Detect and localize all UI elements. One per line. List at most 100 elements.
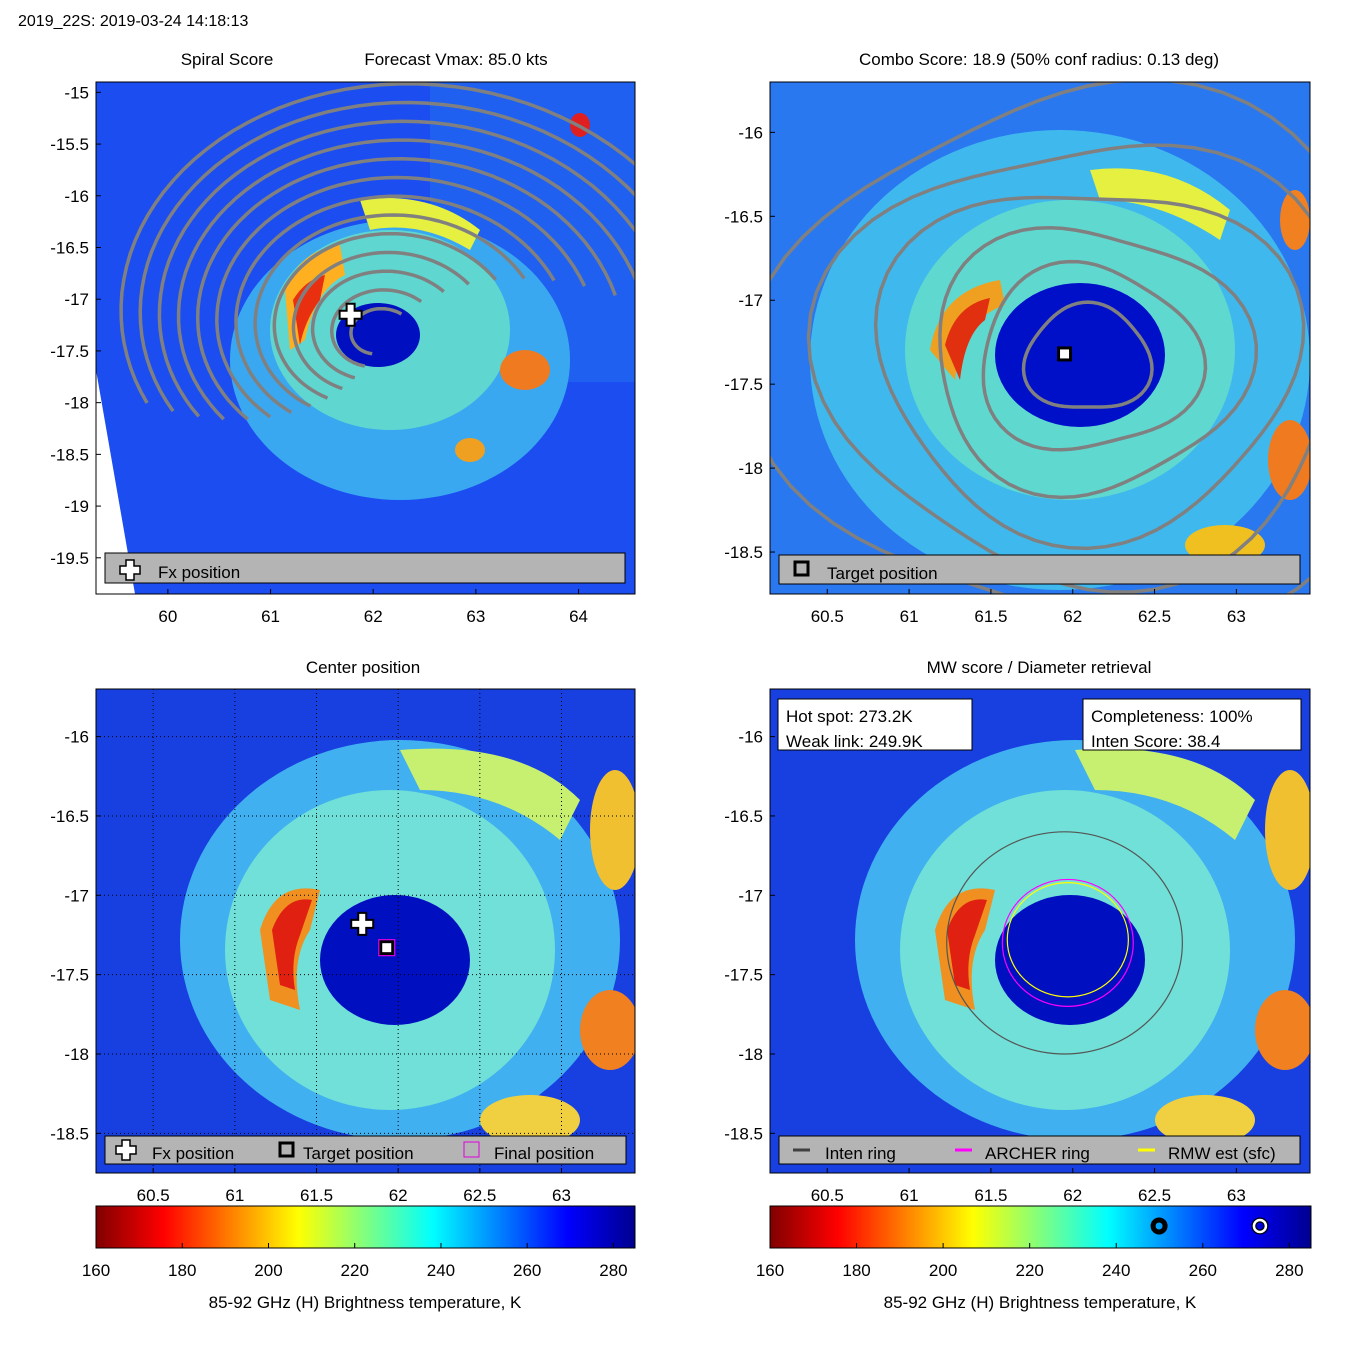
score-contours [770, 82, 1310, 594]
colorbar-tick-label: 220 [1015, 1261, 1043, 1280]
heatmap-eye [995, 895, 1145, 1025]
spiral-contour-line [138, 100, 635, 413]
x-axis: 60.5 61 61.5 62 62.5 63 [811, 1168, 1246, 1205]
y-tick-label: -17.5 [50, 342, 89, 361]
panel-combo-score: Combo Score: 18.9 (50% conf radius: 0.13… [724, 50, 1311, 626]
x-axis: 60.5 61 61.5 62 62.5 63 [137, 1168, 571, 1205]
colorbar-tick-label: 240 [427, 1261, 455, 1280]
legend-rmw-est: RMW est (sfc) [1168, 1144, 1276, 1163]
y-tick-label: -17.5 [50, 966, 89, 985]
heatmap-warm-patch [500, 350, 550, 390]
swath-edge [96, 370, 135, 594]
heatmap-warm-patch [455, 438, 485, 462]
y-tick-label: -16 [64, 728, 89, 747]
y-tick-label: -18.5 [50, 1124, 89, 1143]
legend-cross-icon [115, 1139, 137, 1161]
colorbar-tick-label: 220 [341, 1261, 369, 1280]
y-tick-label: -16.5 [50, 238, 89, 257]
colorbar-tick-label: 260 [513, 1261, 541, 1280]
spiral-contour-line [310, 269, 445, 380]
mw-score-title: MW score / Diameter retrieval [927, 658, 1152, 677]
x-tick-label: 62 [1063, 1186, 1082, 1205]
axes-frame [95, 81, 636, 595]
heatmap-warm-patch [1268, 420, 1310, 500]
completeness-text: Completeness: 100% [1091, 707, 1253, 726]
heatmap-yellow-arc [1090, 168, 1230, 240]
y-tick-label: -18.5 [724, 1124, 763, 1143]
spiral-contour-line [234, 194, 556, 414]
y-tick-label: -17 [64, 886, 89, 905]
y-tick-label: -16 [738, 728, 763, 747]
colorbar-tick-label: 200 [929, 1261, 957, 1280]
colorbar-tick-label: 240 [1102, 1261, 1130, 1280]
y-tick-label: -19 [64, 497, 89, 516]
x-tick-label: 63 [466, 607, 485, 626]
x-tick-label: 61 [225, 1186, 244, 1205]
colorbar-label: 85-92 GHz (H) Brightness temperature, K [884, 1293, 1197, 1312]
y-tick-label: -18 [64, 394, 89, 413]
ring-inten-ring [946, 831, 1183, 1055]
colorbar-ticks: 160 180 200 220 240 260 280 [82, 1243, 628, 1280]
legend-target-position: Target position [303, 1144, 414, 1163]
legend-box [104, 1135, 627, 1165]
x-tick-label: 62 [389, 1186, 408, 1205]
spiral-contour-line [119, 82, 635, 404]
legend: Fx position [104, 552, 626, 584]
weak-link-text: Weak link: 249.9K [786, 732, 923, 751]
markers [338, 302, 363, 327]
markers [350, 911, 396, 957]
x-tick-label: 62.5 [1138, 1186, 1171, 1205]
y-axis: -16 -16.5 -17 -17.5 -18 -18.5 [50, 728, 101, 1143]
y-tick-label: -17.5 [724, 375, 763, 394]
x-tick-label: 62 [364, 607, 383, 626]
heatmap-hot-band [293, 275, 325, 345]
x-axis: 60 61 62 63 64 [158, 589, 588, 626]
y-tick-label: -19.5 [50, 549, 89, 568]
panel-spiral-score: Spiral Score Forecast Vmax: 85.0 kts 60 6… [50, 50, 636, 626]
y-tick-label: -17 [738, 886, 763, 905]
target-position-marker [379, 940, 395, 956]
heatmap-yellow-arc [360, 198, 480, 250]
heatmap-warm-patch [1265, 770, 1310, 890]
y-tick-label: -18 [738, 459, 763, 478]
grid-lines [96, 689, 635, 1173]
y-tick-label: -16.5 [50, 807, 89, 826]
spiral-contour-line [157, 119, 635, 418]
diameter-rings [946, 831, 1183, 1055]
y-tick-label: -15.5 [50, 135, 89, 154]
legend-box [778, 1135, 1301, 1165]
storm-time-header: 2019_22S: 2019-03-24 14:18:13 [18, 13, 249, 30]
x-tick-label: 60 [158, 607, 177, 626]
legend-archer-ring: ARCHER ring [985, 1144, 1090, 1163]
ring-rmw-est-sfc- [1006, 881, 1129, 998]
heatmap-hot-band [947, 899, 987, 990]
x-tick-label: 61.5 [974, 1186, 1007, 1205]
forecast-vmax-title: Forecast Vmax: 85.0 kts [364, 50, 547, 69]
legend-fx-position: Fx position [152, 1144, 234, 1163]
fx-position-marker [338, 302, 363, 327]
y-tick-label: -16.5 [724, 207, 763, 226]
heatmap-eye [320, 895, 470, 1025]
axes-frame [769, 688, 1311, 1174]
x-tick-label: 60.5 [811, 607, 844, 626]
y-tick-label: -16 [64, 187, 89, 206]
colorbar-tick-label: 160 [756, 1261, 784, 1280]
heatmap-warm-patch [590, 770, 635, 890]
heatmap-yellow-arc [400, 748, 580, 840]
x-tick-label: 62 [1063, 607, 1082, 626]
colorbar-ticks: 160 180 200 220 240 260 280 [756, 1243, 1304, 1280]
spiral-contour-line [215, 175, 587, 419]
panel-center-position: Center position 60.5 61 61.5 62 62.5 63 -16-1… [50, 658, 636, 1205]
y-tick-label: -17 [64, 290, 89, 309]
y-axis: -15 -15.5 -16 -16.5 -17 -17.5 -18 -18.5 -19 -19.5 [50, 83, 101, 568]
x-tick-label: 60.5 [811, 1186, 844, 1205]
legend-box [778, 554, 1301, 585]
panel-mw-score: MW score / Diameter retrieval 60.5 61 61.5… [724, 658, 1311, 1205]
y-axis: -16 -16.5 -17 -17.5 -18 -18.5 [724, 123, 775, 562]
x-tick-label: 62.5 [463, 1186, 496, 1205]
heatmap-yellow-arc [1075, 748, 1255, 840]
legend-square-icon [278, 1141, 295, 1158]
spiral-contour-line [291, 250, 470, 391]
spiral-contour-line [176, 138, 635, 421]
